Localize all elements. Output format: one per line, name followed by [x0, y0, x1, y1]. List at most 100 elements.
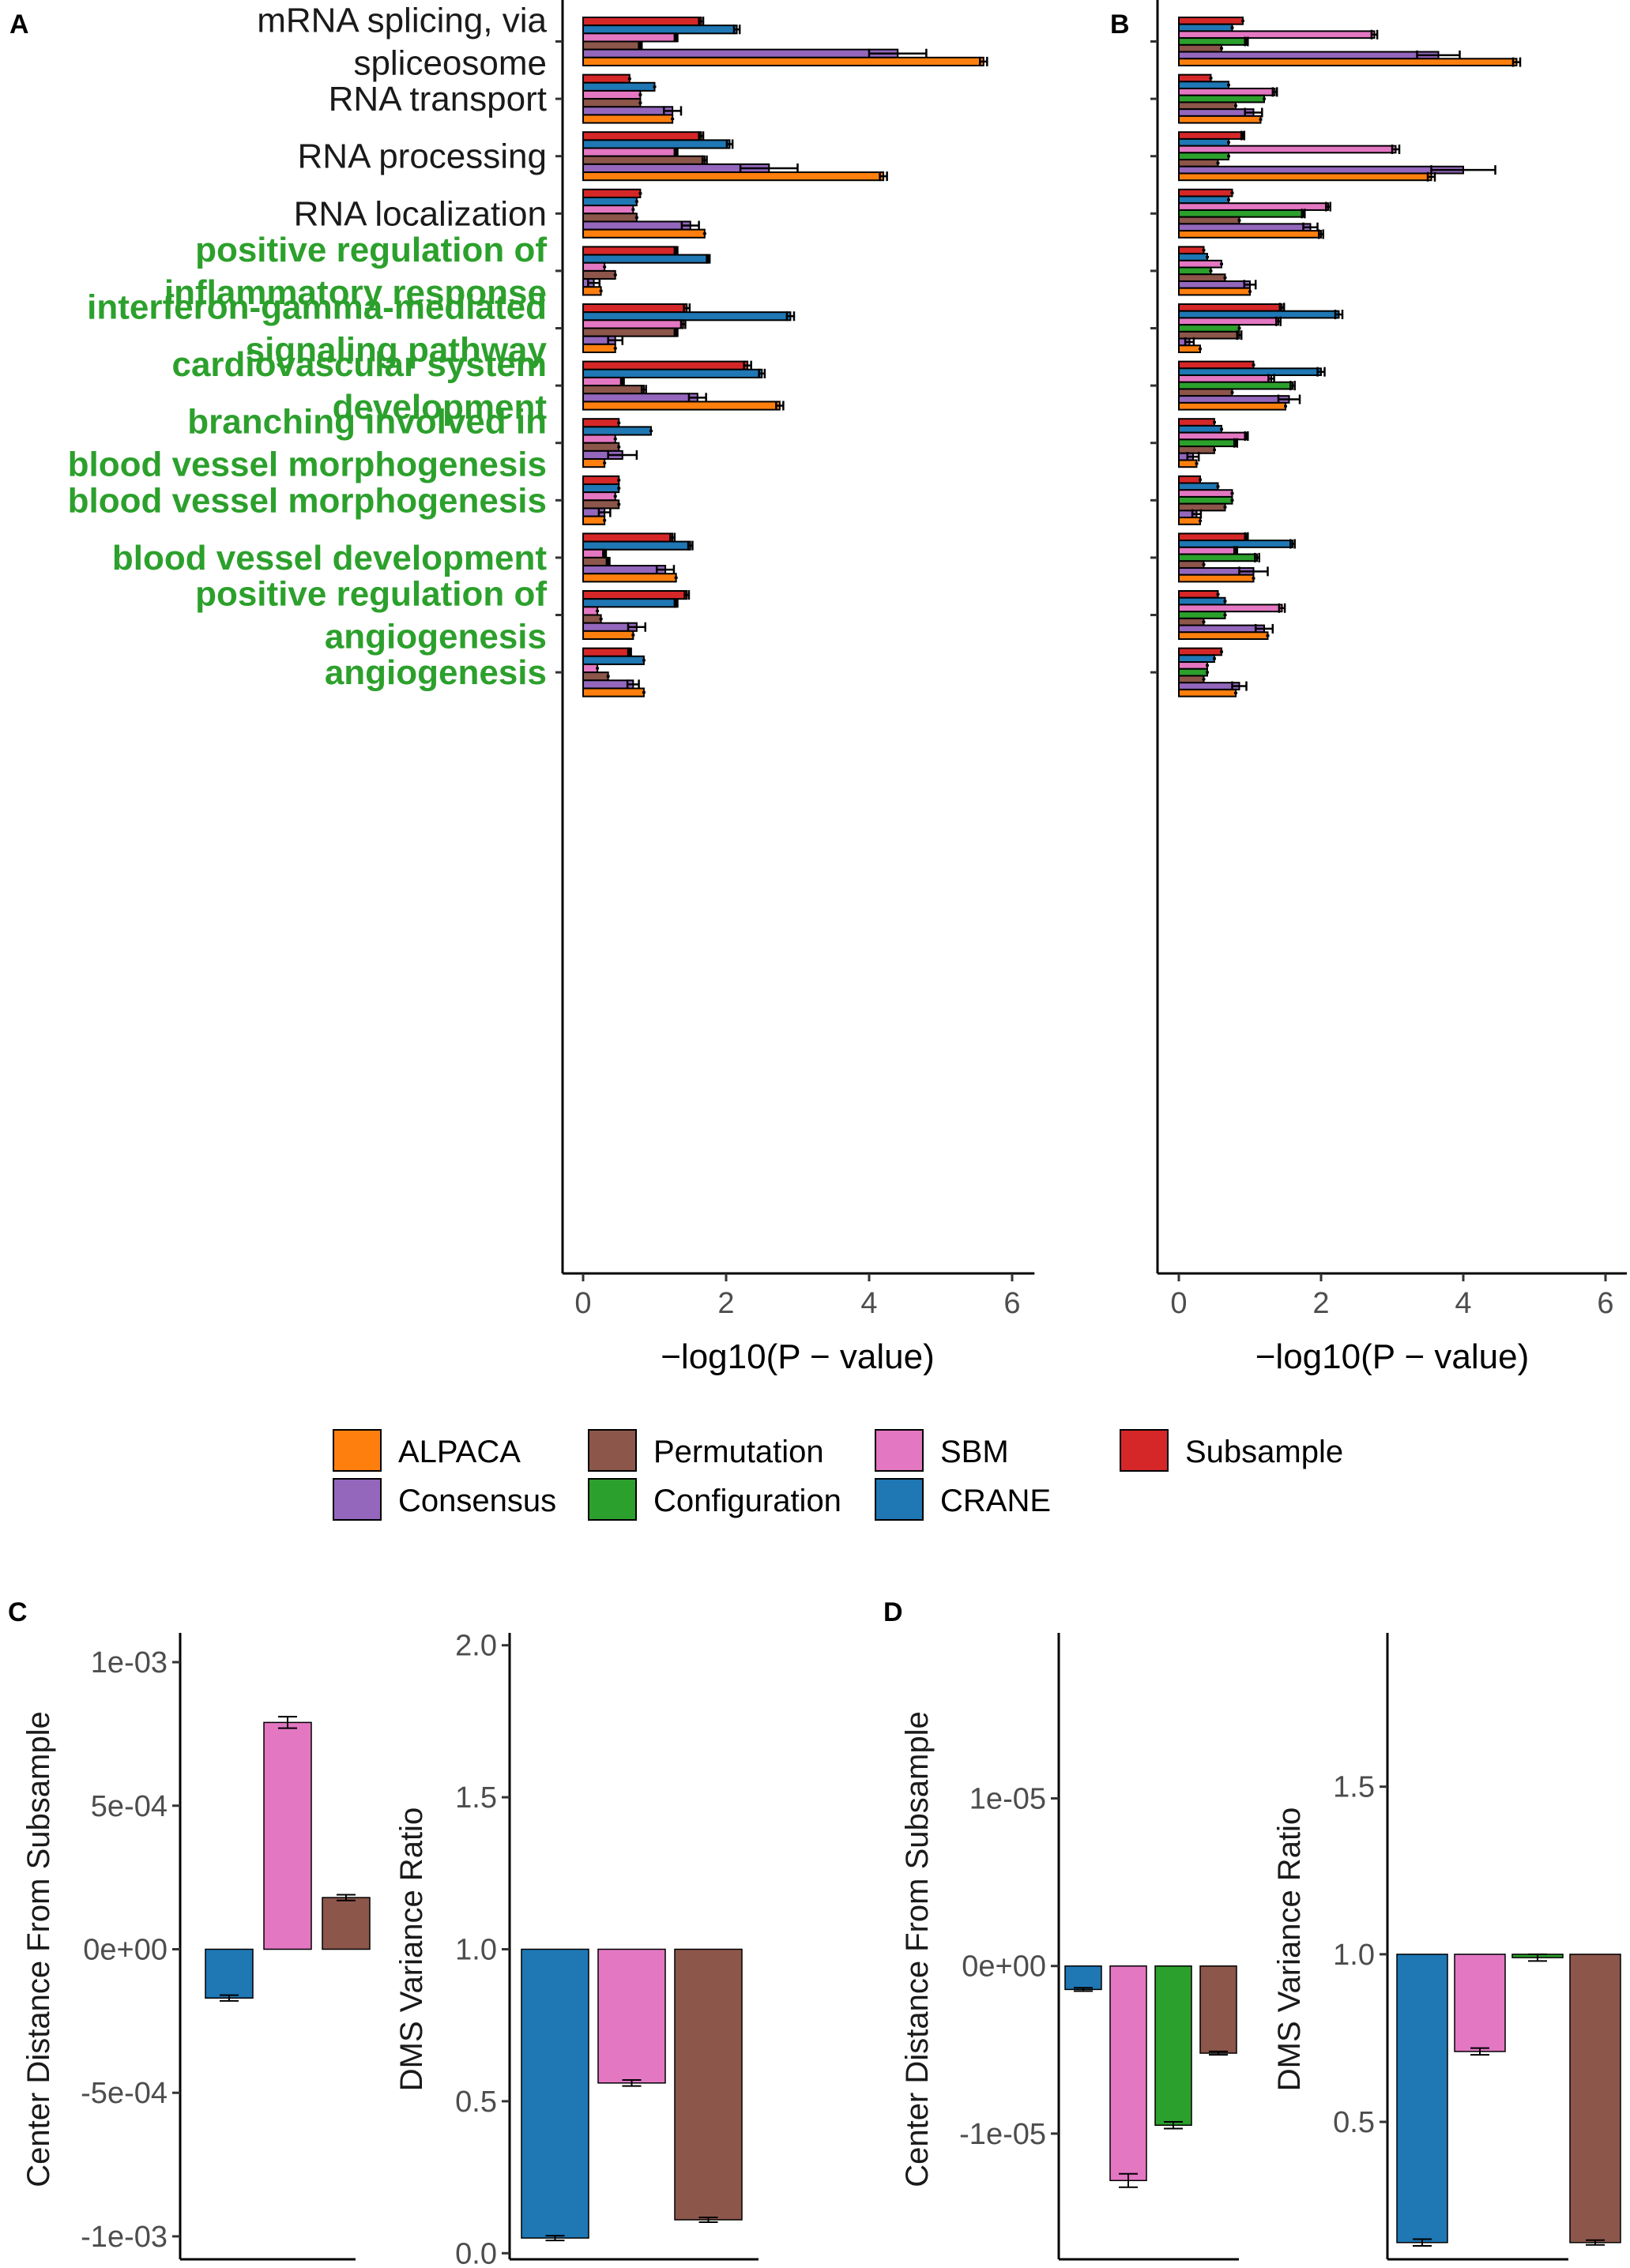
x-tick-label: 4: [1455, 1287, 1471, 1320]
bar-permutation: [582, 155, 706, 165]
bar-consensus: [1178, 682, 1240, 690]
legend-label-crane: CRANE: [940, 1484, 1051, 1518]
category-label: spliceosome: [353, 44, 547, 83]
bar-permutation: [1178, 216, 1240, 225]
bar-permutation: [582, 442, 620, 452]
bar-consensus: [1178, 395, 1290, 404]
y-tick-label: 0.0: [455, 2237, 497, 2268]
bar-subsample: [1178, 17, 1244, 25]
bar-sbm: [582, 32, 677, 43]
panel-a: 0 2 4 6 −log10(P − value) A mRNA splicing, via…: [9, 0, 1035, 1376]
x-tick-label: 6: [1003, 1287, 1020, 1320]
bar-crane: [1178, 482, 1219, 491]
category-label: blood vessel morphogenesis: [68, 446, 547, 484]
bar-subsample: [582, 590, 688, 600]
bar-subsample: [1178, 360, 1255, 370]
bar-permutation: [582, 40, 642, 51]
bar-crane: [582, 81, 656, 92]
bar-permutation: [1178, 675, 1205, 684]
bar-crane: [1178, 540, 1293, 548]
bar-sbm: [1178, 604, 1283, 613]
y-tick-label: 5e-04: [91, 1790, 168, 1823]
legend-swatch-subsample: [1120, 1429, 1169, 1472]
y-axis-label: Center Distance From Subsample: [21, 1711, 56, 2187]
bar-consensus: [582, 565, 667, 575]
bar-subsample: [1178, 475, 1201, 484]
bar-alpaca: [1178, 287, 1251, 296]
x-tick-label: 6: [1597, 1287, 1613, 1320]
category-label: blood vessel development: [112, 539, 547, 577]
category-label: RNA processing: [298, 137, 547, 176]
bar-subsample: [1178, 590, 1219, 599]
bar-sbm: [582, 205, 634, 215]
category-label: blood vessel morphogenesis: [68, 481, 547, 520]
legend-swatch-consensus: [333, 1478, 382, 1521]
panel-letter-a: A: [9, 9, 29, 39]
bar-alpaca: [1178, 688, 1237, 698]
y-tick-label: -1e-05: [959, 2118, 1046, 2151]
bar-crane: [582, 426, 652, 436]
bar-configuration: [1178, 324, 1240, 333]
bar-sbm: [1178, 88, 1276, 96]
bar-permutation: [1178, 101, 1237, 111]
legend-label-configuration: Configuration: [653, 1484, 841, 1518]
bar-permutation: [582, 98, 642, 108]
bar-subsample: [1178, 303, 1283, 312]
bar-alpaca: [582, 573, 677, 583]
bar-crane: [1178, 81, 1229, 90]
bar-consensus: [1178, 280, 1251, 289]
bar-permutation: [582, 556, 609, 567]
bar-subsample: [582, 475, 620, 485]
bar-crane: [1178, 424, 1222, 434]
bar-alpaca: [582, 401, 781, 411]
legend-swatch-sbm: [875, 1429, 924, 1472]
y-tick-label: -5e-04: [81, 2077, 168, 2110]
bar-permutation: [1178, 560, 1205, 569]
bar-alpaca: [582, 228, 706, 239]
bar-crane: [582, 655, 645, 665]
y-tick-label: 1.5: [455, 1781, 497, 1815]
y-tick-label: 1e-03: [91, 1646, 168, 1679]
panel-c-subplot-2: 2.0 1.5 1.0 0.5 0.0 DMS Variance Ratio: [394, 1630, 759, 2268]
x-tick-label: 2: [1312, 1287, 1329, 1320]
bar-subsample: [1178, 188, 1233, 197]
bar-alpaca: [582, 458, 606, 468]
bar-alpaca: [1178, 115, 1262, 124]
bar-alpaca: [1178, 230, 1322, 239]
bar-crane: [582, 254, 710, 264]
bar-subsample: [582, 532, 674, 543]
bar-permutation: [582, 614, 602, 624]
bar-sbm: [582, 147, 677, 157]
category-label: angiogenesis: [325, 618, 547, 656]
bar-alpaca: [1178, 172, 1432, 182]
category-label: positive regulation of: [195, 575, 547, 614]
bar-subsample: [582, 188, 642, 198]
bar-consensus: [582, 220, 691, 231]
category-label: branching involved in: [187, 403, 547, 442]
bar-configuration: [1178, 438, 1237, 448]
category-label: mRNA splicing, via: [257, 2, 547, 40]
bar-subsample: [582, 73, 631, 84]
bar-subsample: [582, 17, 702, 27]
bar-sbm: [582, 261, 606, 272]
category-label: RNA localization: [294, 194, 547, 233]
bar-configuration: [1178, 381, 1293, 390]
panel-b: 0 2 4 6 −log10(P − value) B: [1110, 0, 1627, 1376]
bar-permutation: [582, 269, 616, 280]
bar-permutation: [1178, 330, 1240, 340]
panel-letter-b: B: [1110, 9, 1130, 39]
bar-alpaca: [1178, 344, 1201, 353]
legend-label-permutation: Permutation: [653, 1435, 824, 1469]
panel-letter-c: C: [8, 1597, 28, 1627]
bar-alpaca: [582, 56, 984, 67]
y-axis-label: Center Distance From Subsample: [900, 1711, 935, 2187]
x-tick-label: 4: [860, 1287, 877, 1320]
bar-alpaca: [582, 114, 674, 124]
bar-alpaca: [582, 343, 616, 354]
panel-letter-d: D: [883, 1597, 903, 1627]
bar-configuration: [1178, 266, 1212, 276]
bar-permutation: [1569, 1954, 1621, 2244]
bar-permutation: [1178, 159, 1219, 167]
bar-permutation: [582, 327, 677, 337]
bar-crane: [1178, 137, 1229, 147]
